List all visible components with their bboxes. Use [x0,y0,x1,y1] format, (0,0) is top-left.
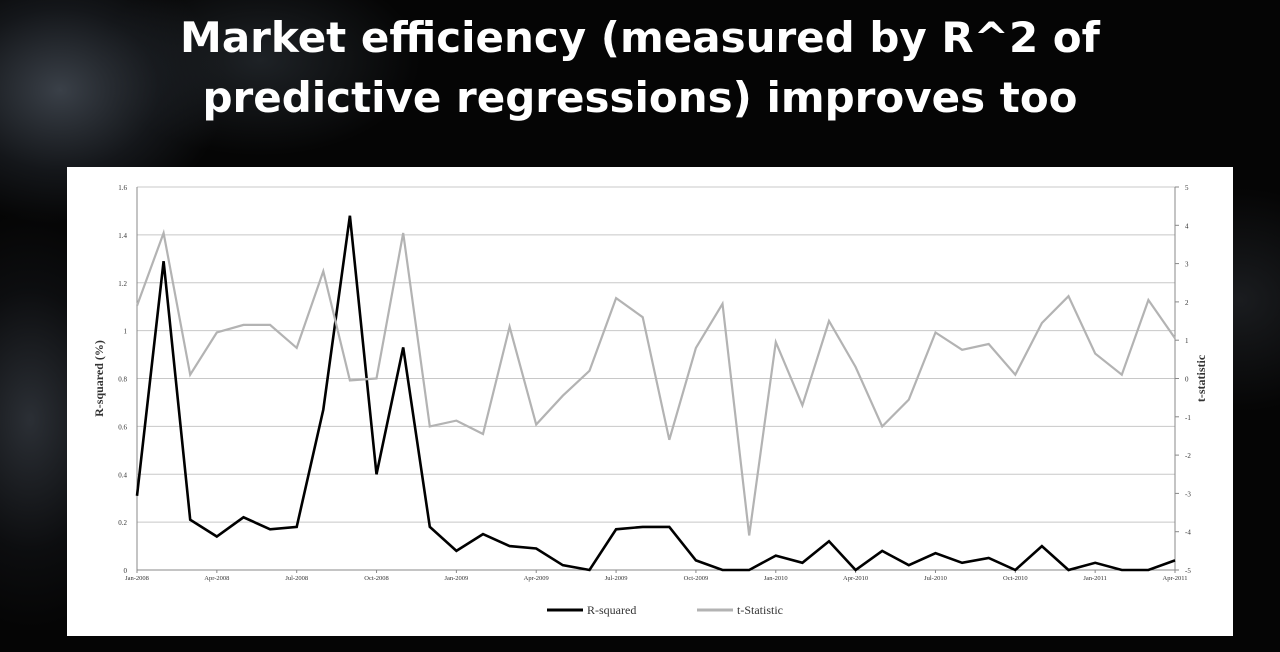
slide-title: Market efficiency (measured by R^2 of pr… [0,8,1280,128]
x-tick-label: Apr-2011 [1163,575,1188,582]
legend-label: R-squared [587,603,636,617]
x-tick-label: Apr-2008 [204,575,229,582]
grid-lines [137,186,1175,571]
y-tick-label: 1.4 [118,232,127,240]
x-tick-label: Apr-2010 [843,575,868,582]
y2-tick-label: 4 [1185,222,1189,230]
y2-tick-label: 3 [1185,261,1189,269]
axis-labels: 0 0.2 0.4 0.6 0.8 1 1.2 1.4 1.6 -5 -4 -3 -2 -1 0 1 2 3 4 5 J… [92,184,1208,582]
legend-label: t-Statistic [737,603,783,617]
x-tick-label: Oct-2010 [1003,575,1028,582]
y2-tick-label: -3 [1185,490,1191,498]
y-tick-label: 1.2 [118,280,127,288]
y2-tick-label: -2 [1185,452,1191,460]
y2-tick-label: -5 [1185,567,1191,575]
axes [136,186,1179,573]
x-tick-label: Jan-2009 [444,575,468,582]
x-tick-label: Jul-2009 [605,575,628,582]
x-tick-label: Jan-2011 [1083,575,1107,582]
x-tick-label: Apr-2009 [524,575,549,582]
y-tick-label: 1.6 [118,184,127,192]
y-tick-label: 0.4 [118,471,127,479]
y2-tick-label: 0 [1185,376,1189,384]
x-tick-label: Jul-2010 [924,575,947,582]
y2-axis-title: t-statistic [1194,354,1208,402]
y-tick-label: 1 [124,328,128,336]
x-tick-label: Jan-2010 [764,575,788,582]
x-tick-label: Oct-2009 [684,575,709,582]
series-line-r-squared [135,215,1176,572]
chart-svg: 0 0.2 0.4 0.6 0.8 1 1.2 1.4 1.6 -5 -4 -3 -2 -1 0 1 2 3 4 5 J… [92,184,1208,617]
series-layer [135,215,1176,572]
y2-tick-label: -4 [1185,529,1191,537]
y2-tick-label: 5 [1185,184,1189,192]
legend: R-squared t-Statistic [547,603,783,617]
slide-title-line1: Market efficiency (measured by R^2 of [180,13,1100,62]
x-tick-label: Oct-2008 [364,575,389,582]
chart-panel: 0 0.2 0.4 0.6 0.8 1 1.2 1.4 1.6 -5 -4 -3 -2 -1 0 1 2 3 4 5 J… [67,167,1233,636]
y-tick-label: 0.6 [118,423,127,431]
slide-title-line2: predictive regressions) improves too [202,73,1078,122]
x-tick-label: Jul-2008 [285,575,308,582]
y2-tick-label: 2 [1185,299,1189,307]
x-tick-label: Jan-2008 [125,575,149,582]
y-tick-label: 0 [124,567,128,575]
y2-tick-label: 1 [1185,337,1189,345]
series-line-t-statistic [135,228,1176,536]
y-tick-label: 0.8 [118,376,127,384]
y-tick-label: 0.2 [118,519,127,527]
y2-tick-label: -1 [1185,414,1191,422]
y-axis-title: R-squared (%) [92,340,106,417]
